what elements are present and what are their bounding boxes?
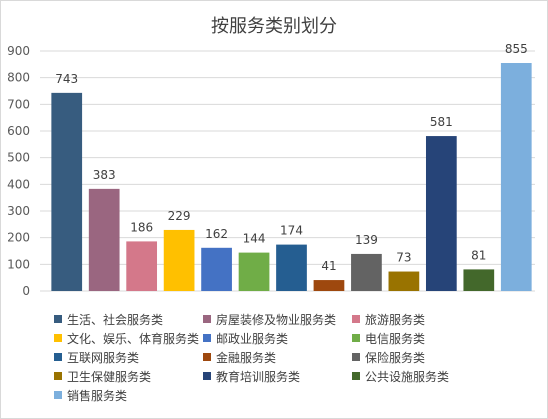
legend-swatch [352, 353, 360, 361]
data-label: 229 [168, 209, 191, 223]
legend-swatch [203, 334, 211, 342]
data-label: 162 [205, 227, 228, 241]
legend-item: 教育培训服务类 [203, 369, 352, 384]
legend-swatch [54, 391, 62, 399]
bars [51, 63, 532, 291]
y-tick-label: 800 [7, 71, 30, 85]
bar [425, 136, 457, 291]
y-tick-label: 100 [7, 257, 30, 271]
bar [201, 247, 232, 291]
y-tick-label: 300 [7, 204, 30, 218]
bar [463, 269, 495, 291]
legend-item: 文化、娱乐、体育服务类 [54, 331, 203, 346]
data-label: 139 [355, 233, 378, 247]
bar [351, 253, 382, 291]
y-axis: 0 100 200 300 400 500 600 700 800 900 [7, 44, 30, 298]
legend-label: 电信服务类 [365, 331, 426, 346]
bar [276, 244, 307, 291]
legend-item: 电信服务类 [352, 331, 501, 346]
data-labels: 743 383 186 229 162 144 174 41 139 73 581 81 855 [55, 42, 527, 273]
legend-item: 金融服务类 [203, 350, 352, 365]
data-label: 743 [55, 72, 78, 86]
y-tick-label: 400 [7, 177, 30, 191]
bar [126, 241, 158, 291]
data-label: 581 [430, 115, 453, 129]
bar [500, 63, 532, 291]
bar [238, 252, 270, 291]
data-label: 81 [471, 248, 486, 262]
legend-item: 公共设施服务类 [352, 369, 501, 384]
legend-swatch [352, 334, 360, 342]
data-label: 186 [130, 220, 153, 234]
legend-item: 保险服务类 [352, 350, 501, 365]
legend-label: 金融服务类 [216, 350, 277, 365]
legend-item: 旅游服务类 [352, 312, 501, 327]
data-label: 41 [321, 259, 336, 273]
legend: 生活、社会服务类 房屋装修及物业服务类 旅游服务类文化、娱乐、体育服务类 邮政业服务类… [54, 312, 534, 403]
y-tick-label: 500 [7, 151, 30, 165]
legend-swatch [54, 334, 62, 342]
bar-chart: 按服务类别划分 0 100 200 300 400 500 600 700 800 900 743… [7, 16, 535, 298]
legend-item: 房屋装修及物业服务类 [203, 312, 352, 327]
legend-item: 销售服务类 [54, 388, 203, 403]
legend-item: 互联网服务类 [54, 350, 203, 365]
y-tick-label: 600 [7, 124, 30, 138]
legend-swatch [203, 315, 211, 323]
bar [163, 229, 195, 291]
y-tick-label: 900 [7, 44, 30, 58]
legend-swatch [54, 315, 62, 323]
legend-swatch [352, 372, 360, 380]
legend-label: 公共设施服务类 [365, 369, 450, 384]
bar [51, 92, 83, 291]
legend-label: 互联网服务类 [67, 350, 140, 365]
y-tick-label: 0 [22, 284, 30, 298]
data-label: 383 [93, 168, 116, 182]
data-label: 855 [505, 42, 528, 56]
bar [313, 280, 345, 291]
legend-label: 教育培训服务类 [216, 369, 301, 384]
legend-item: 生活、社会服务类 [54, 312, 203, 327]
legend-label: 旅游服务类 [365, 312, 426, 327]
data-label: 73 [396, 251, 411, 265]
legend-item: 邮政业服务类 [203, 331, 352, 346]
legend-swatch [54, 353, 62, 361]
bar [388, 271, 420, 291]
legend-label: 生活、社会服务类 [67, 312, 164, 327]
legend-swatch [54, 372, 62, 380]
legend-swatch [203, 353, 211, 361]
bar [88, 188, 120, 291]
legend-label: 邮政业服务类 [216, 331, 289, 346]
legend-label: 房屋装修及物业服务类 [216, 312, 337, 327]
chart-title: 按服务类别划分 [211, 16, 337, 37]
legend-label: 保险服务类 [365, 350, 426, 365]
legend-label: 卫生保健服务类 [67, 369, 152, 384]
data-label: 144 [243, 232, 266, 246]
legend-label: 销售服务类 [67, 388, 128, 403]
legend-label: 文化、娱乐、体育服务类 [67, 331, 200, 346]
y-tick-label: 700 [7, 97, 30, 111]
y-tick-label: 200 [7, 231, 30, 245]
legend-swatch [352, 315, 360, 323]
legend-swatch [203, 372, 211, 380]
legend-item: 卫生保健服务类 [54, 369, 203, 384]
data-label: 174 [280, 224, 303, 238]
